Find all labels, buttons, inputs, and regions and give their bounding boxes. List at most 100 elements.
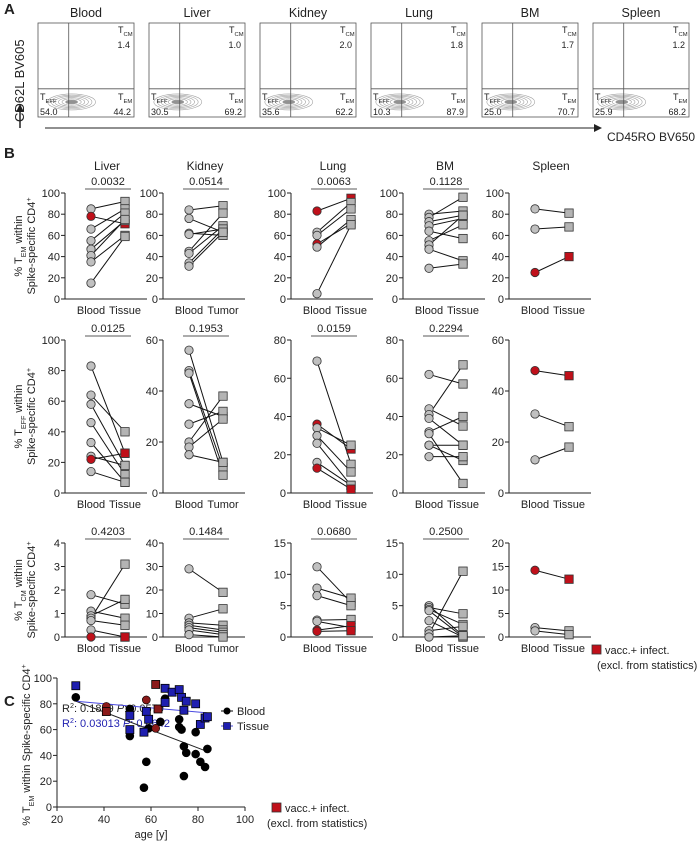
x-tick-label: Tumor — [207, 499, 239, 511]
y-tick-label: 40 — [274, 412, 286, 424]
y-tick-label: 20 — [492, 273, 504, 285]
y-tick-label: 100 — [140, 188, 158, 200]
y-tick-label: 0 — [152, 488, 158, 500]
flow-plot-liver: Liver TCM 1.0 TEFF 30.5 TEM 69.2 — [148, 6, 246, 118]
tem-label: TEM — [562, 92, 576, 105]
x-tick-label: Blood — [77, 643, 105, 655]
flow-contour — [61, 98, 82, 106]
x-tick-label: Tissue — [109, 305, 141, 317]
pair-line — [90, 200, 126, 210]
pair-line — [428, 248, 464, 262]
legend-marker-tissue — [223, 722, 231, 730]
tissue-point — [139, 727, 149, 737]
blood-point — [86, 590, 96, 600]
flow-plot-title: Kidney — [289, 6, 328, 20]
blood-point — [530, 626, 540, 636]
y-tick-label: 15 — [386, 538, 398, 550]
column-title-lung: Lung — [320, 159, 347, 173]
pair-line — [188, 622, 224, 626]
column-title-bm: BM — [436, 159, 454, 173]
x-tick-label: 40 — [98, 814, 110, 826]
column-title-liver: Liver — [94, 159, 120, 173]
y-tick-label: 15 — [492, 562, 504, 574]
paired-plot: 0 20 40 60 80 100 Blood Tissue 0.1128 — [380, 176, 485, 317]
teff-label: TEFF — [262, 92, 279, 105]
teff-value: 35.6 — [262, 107, 280, 117]
y-tick-label: 0 — [54, 632, 60, 644]
y-tick-label: 60 — [40, 725, 52, 737]
p-value: 0.0159 — [317, 323, 351, 335]
flow-contour — [264, 93, 314, 111]
y-tick-label: 0 — [46, 802, 52, 814]
y-tick-label: 40 — [386, 252, 398, 264]
flow-plot-blood: Blood TCM 1.4 TEFF 54.0 TEM 44.2 — [37, 6, 135, 118]
tissue-point — [458, 478, 468, 489]
tissue-point — [218, 457, 228, 468]
pair-line — [188, 568, 224, 593]
pair-line — [90, 629, 126, 638]
y-tick-label: 40 — [48, 427, 60, 439]
y-tick-label: 5 — [498, 609, 504, 621]
paired-plot: 0 10 20 30 40 Blood Tumor 0.1484 — [146, 526, 245, 655]
y-tick-label: 20 — [386, 273, 398, 285]
panel-b: Liver Kidney Lung BM Spleen% TEM within Spike… — [13, 159, 591, 655]
tissue-point-excluded — [564, 371, 574, 381]
pair-line — [534, 627, 570, 632]
flow-plot-title: Liver — [183, 6, 210, 20]
blood-point — [424, 369, 434, 380]
blood-point — [200, 762, 210, 772]
tcm-value: 1.4 — [117, 40, 130, 50]
y-tick-label: 20 — [48, 273, 60, 285]
pair-line — [428, 570, 464, 635]
x-tick-label: Tissue — [335, 305, 367, 317]
y-tick-label: 20 — [274, 450, 286, 462]
y-tick-label: 0 — [280, 488, 286, 500]
pair-line — [188, 205, 224, 211]
y-tick-label: 20 — [146, 585, 158, 597]
teff-value: 54.0 — [40, 107, 58, 117]
pair-line — [428, 364, 464, 415]
blood-point — [312, 356, 322, 366]
flow-plot-title: Spleen — [622, 6, 661, 20]
tissue-point — [458, 421, 468, 431]
y-axis-label: % TEM within Spike-specific CD4+ — [20, 664, 36, 825]
teff-label: TEFF — [151, 92, 168, 105]
pair-line — [90, 598, 126, 617]
tem-value: 68.2 — [668, 107, 686, 117]
y-tick-label: 10 — [386, 569, 398, 581]
pair-line — [188, 624, 224, 631]
tissue-point — [564, 422, 574, 432]
pair-line — [428, 196, 464, 218]
blood-point-excluded — [530, 365, 540, 376]
flow-contour — [382, 96, 417, 108]
blood-point — [312, 616, 322, 626]
pair-line — [534, 569, 570, 580]
p-value: 0.4203 — [91, 526, 125, 538]
x-tick-label: 60 — [145, 814, 157, 826]
tcm-label: TCM — [562, 25, 577, 38]
tem-value: 62.2 — [335, 107, 353, 117]
y-tick-label: 40 — [274, 252, 286, 264]
blood-point — [312, 438, 322, 448]
blood-point — [312, 230, 322, 240]
x-tick-label: Blood — [77, 305, 105, 317]
pair-line — [534, 370, 570, 377]
x-tick-label: Tissue — [553, 643, 585, 655]
y-tick-label: 80 — [48, 366, 60, 378]
pair-line — [188, 372, 224, 476]
tissue-point — [218, 470, 228, 480]
pair-line — [90, 455, 126, 466]
flow-contour — [500, 98, 521, 106]
pair-line — [316, 630, 352, 632]
flow-plot-title: Blood — [70, 6, 102, 20]
pair-line — [316, 442, 352, 486]
pair-line — [90, 610, 126, 619]
flow-contour — [268, 94, 310, 110]
paired-plot: 0 20 40 60 80 Blood Tissue 0.0159 — [274, 323, 373, 511]
p-value: 0.0680 — [317, 526, 351, 538]
tissue-point — [218, 632, 228, 642]
pair-line — [188, 228, 224, 264]
tissue-point — [218, 604, 228, 614]
y-tick-label: 0 — [280, 294, 286, 306]
